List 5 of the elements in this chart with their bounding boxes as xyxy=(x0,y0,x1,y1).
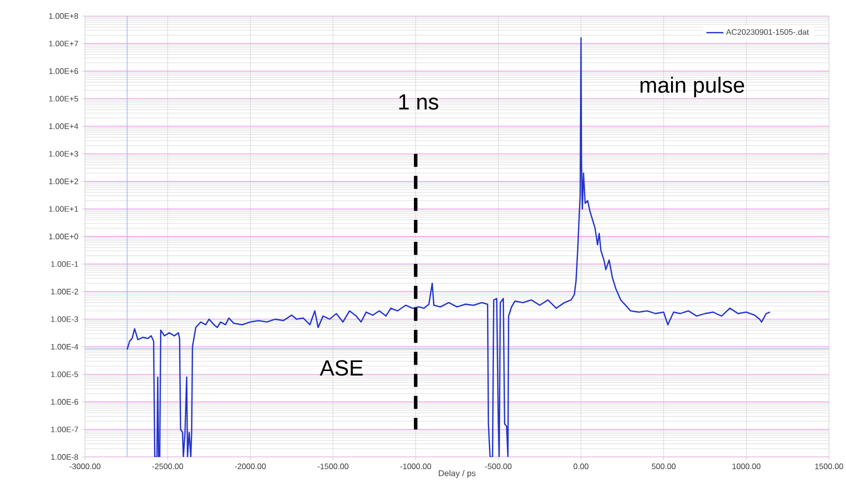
annotation: ASE xyxy=(320,360,363,376)
line-series xyxy=(126,37,771,458)
x-axis-title: Delay / ps xyxy=(438,470,476,478)
annotation: main pulse xyxy=(640,76,744,98)
annotation: 1 ns xyxy=(399,94,438,110)
